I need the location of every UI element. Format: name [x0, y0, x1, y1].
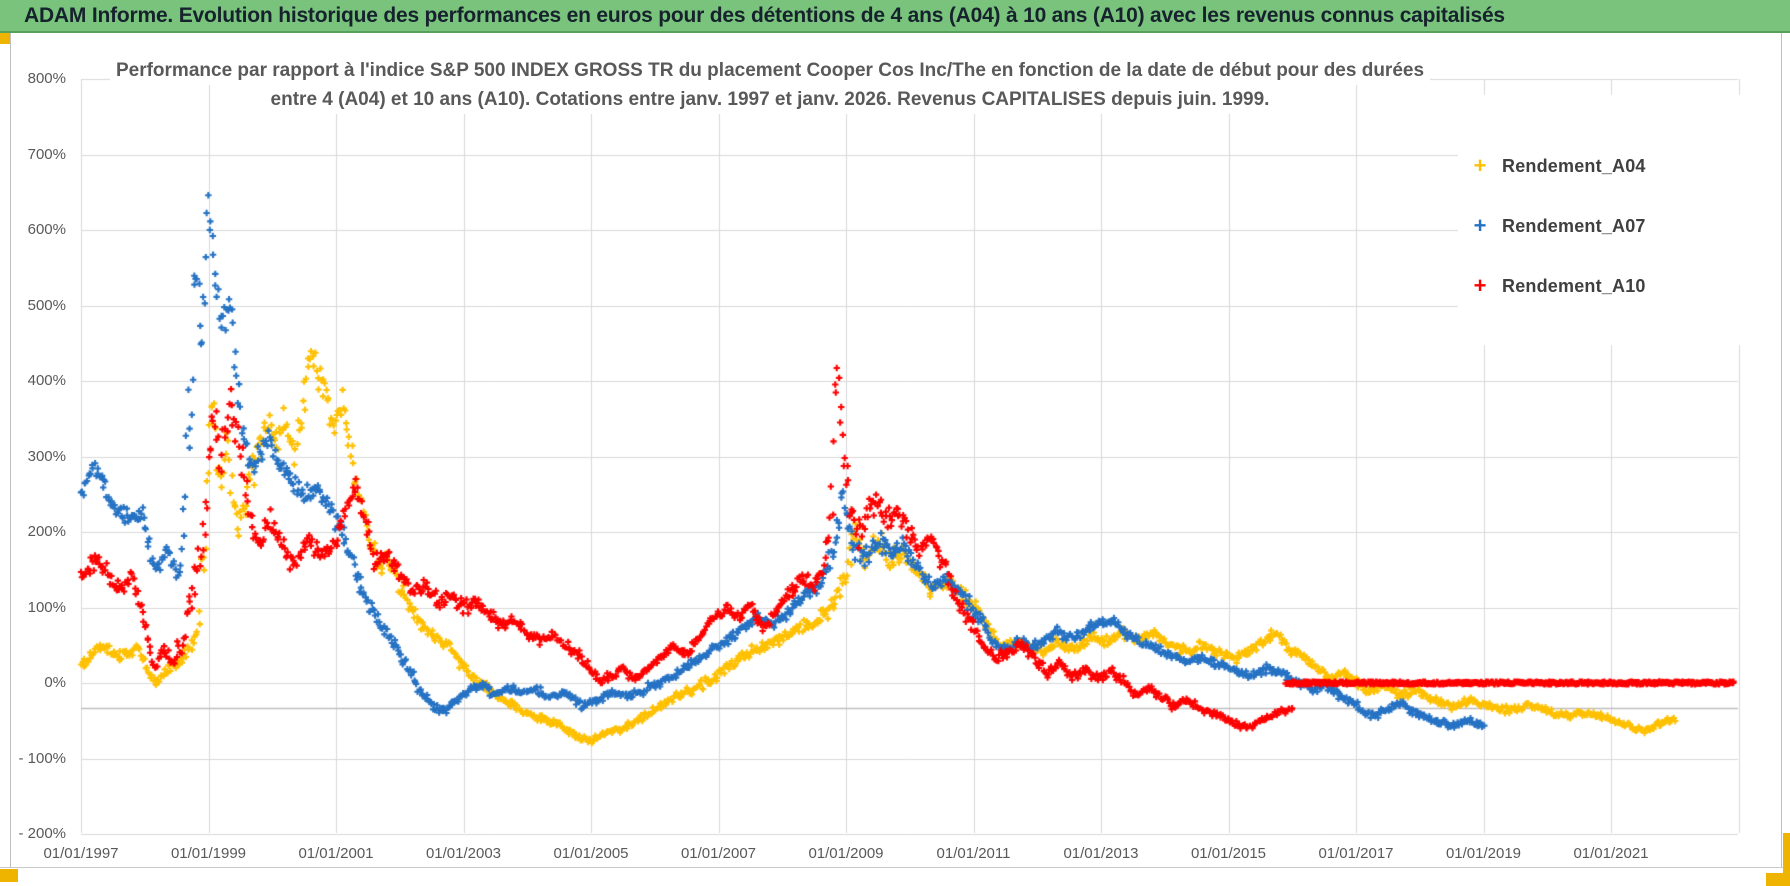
- legend-plus-marker-icon: +: [1473, 153, 1487, 178]
- y-tick-label: - 100%: [18, 749, 66, 767]
- y-tick-label: 700%: [27, 145, 66, 163]
- y-tick-label: 800%: [27, 70, 66, 87]
- window-left-border: [10, 33, 11, 867]
- gold-corner-bottom-left: [0, 869, 18, 882]
- x-tick-label: 01/01/2021: [1573, 845, 1649, 862]
- x-tick-label: 01/01/2015: [1190, 845, 1267, 862]
- x-tick-label: 01/01/2017: [1318, 845, 1394, 862]
- y-tick-label: 500%: [27, 296, 66, 314]
- gold-bar-bottom-right-vertical: [1783, 833, 1790, 886]
- y-tick-label: 0%: [44, 674, 66, 691]
- y-tick-label: 200%: [27, 523, 66, 540]
- y-tick-label: 300%: [27, 447, 66, 465]
- gold-corner-top-left: [0, 33, 10, 44]
- chart-legend: + Rendement_A04 + Rendement_A07 + Rendement_A…: [1458, 95, 1779, 345]
- y-tick-label: 400%: [27, 372, 66, 389]
- legend-item-rendement_a04[interactable]: + Rendement_A04: [1458, 149, 1779, 183]
- y-tick-label: 600%: [27, 221, 66, 238]
- chart-title-line2: entre 4 (A04) et 10 ans (A10). Cotations…: [264, 85, 1276, 114]
- legend-label: Rendement_A07: [1502, 215, 1646, 236]
- x-tick-label: 01/01/1999: [170, 845, 247, 862]
- y-tick-label: - 200%: [18, 825, 66, 842]
- x-tick-label: 01/01/2001: [298, 845, 374, 862]
- window-right-border: [1781, 33, 1782, 867]
- x-tick-label: 01/01/2009: [808, 845, 884, 862]
- window-bottom-border: [0, 867, 1790, 868]
- x-tick-label: 01/01/2003: [425, 845, 502, 862]
- legend-label: Rendement_A04: [1502, 155, 1646, 176]
- y-tick-label: 100%: [27, 598, 66, 616]
- legend-label: Rendement_A10: [1502, 275, 1646, 296]
- chart-title: Performance par rapport à l'indice S&P 5…: [85, 56, 1455, 114]
- x-tick-label: 01/01/1997: [43, 845, 119, 862]
- legend-plus-marker-icon: +: [1473, 213, 1487, 238]
- x-tick-label: 01/01/2005: [553, 845, 629, 862]
- legend-item-rendement_a10[interactable]: + Rendement_A10: [1458, 269, 1779, 303]
- x-tick-label: 01/01/2011: [936, 845, 1011, 862]
- legend-plus-marker-icon: +: [1473, 273, 1487, 298]
- x-tick-label: 01/01/2019: [1445, 845, 1522, 862]
- legend-item-rendement_a07[interactable]: + Rendement_A07: [1458, 209, 1779, 243]
- chart-title-line1: Performance par rapport à l'indice S&P 5…: [109, 56, 1431, 85]
- x-tick-label: 01/01/2007: [680, 845, 757, 862]
- gold-bar-bottom-right-horizontal: [1766, 873, 1790, 886]
- x-tick-label: 01/01/2013: [1063, 845, 1139, 862]
